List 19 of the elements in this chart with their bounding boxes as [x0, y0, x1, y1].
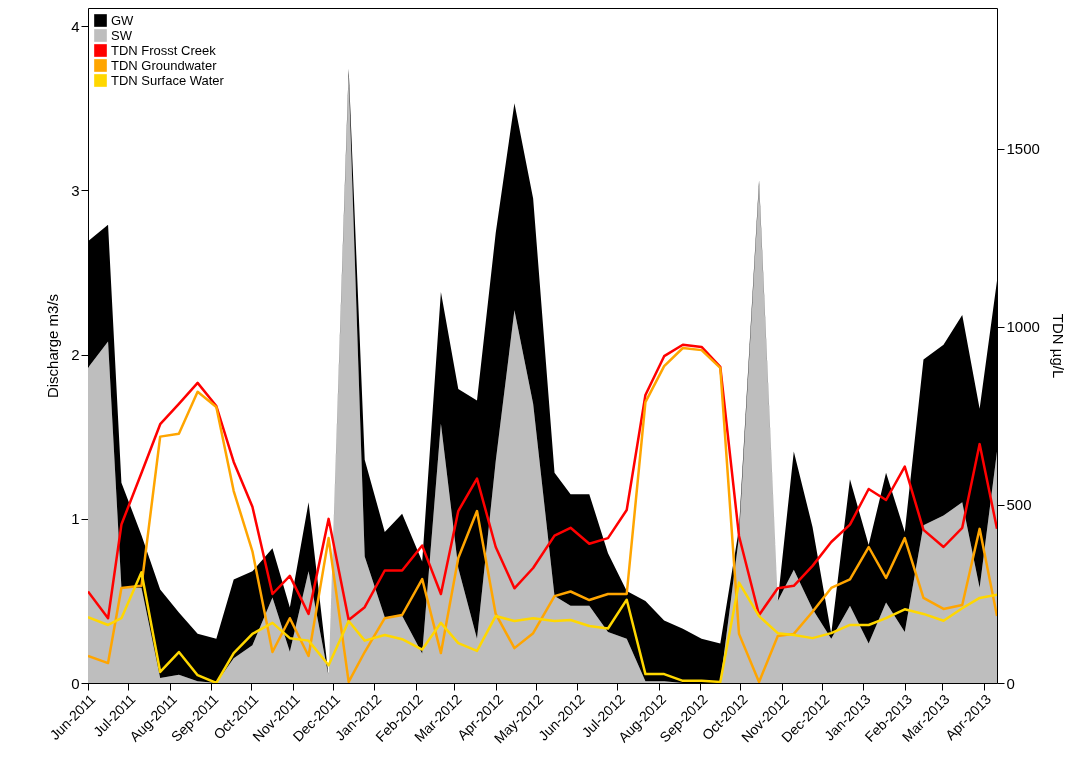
y2-tick-label: 0	[1006, 674, 1015, 692]
legend-label: TDN Surface Water	[111, 72, 225, 88]
legend-label: GW	[111, 12, 135, 28]
y-tick-label: 3	[71, 181, 80, 199]
legend-label: TDN Frosst Creek	[111, 42, 217, 58]
y-tick-label: 1	[71, 510, 80, 528]
legend-label: TDN Groundwater	[111, 57, 218, 73]
y-axis-title: Discharge m3/s	[44, 293, 62, 399]
y2-tick-label: 500	[1006, 496, 1032, 514]
y2-tick-label: 1000	[1006, 318, 1040, 336]
legend-label: SW	[111, 27, 133, 43]
line-series	[88, 571, 997, 683]
y-tick-label: 2	[71, 346, 80, 364]
y2-axis-title: TDN µg/L	[1049, 313, 1067, 379]
y-tick-label: 4	[71, 17, 80, 35]
line-series	[88, 343, 997, 622]
line-series	[88, 346, 997, 683]
y2-tick-label: 1500	[1006, 140, 1040, 158]
y-tick-label: 0	[71, 674, 80, 692]
